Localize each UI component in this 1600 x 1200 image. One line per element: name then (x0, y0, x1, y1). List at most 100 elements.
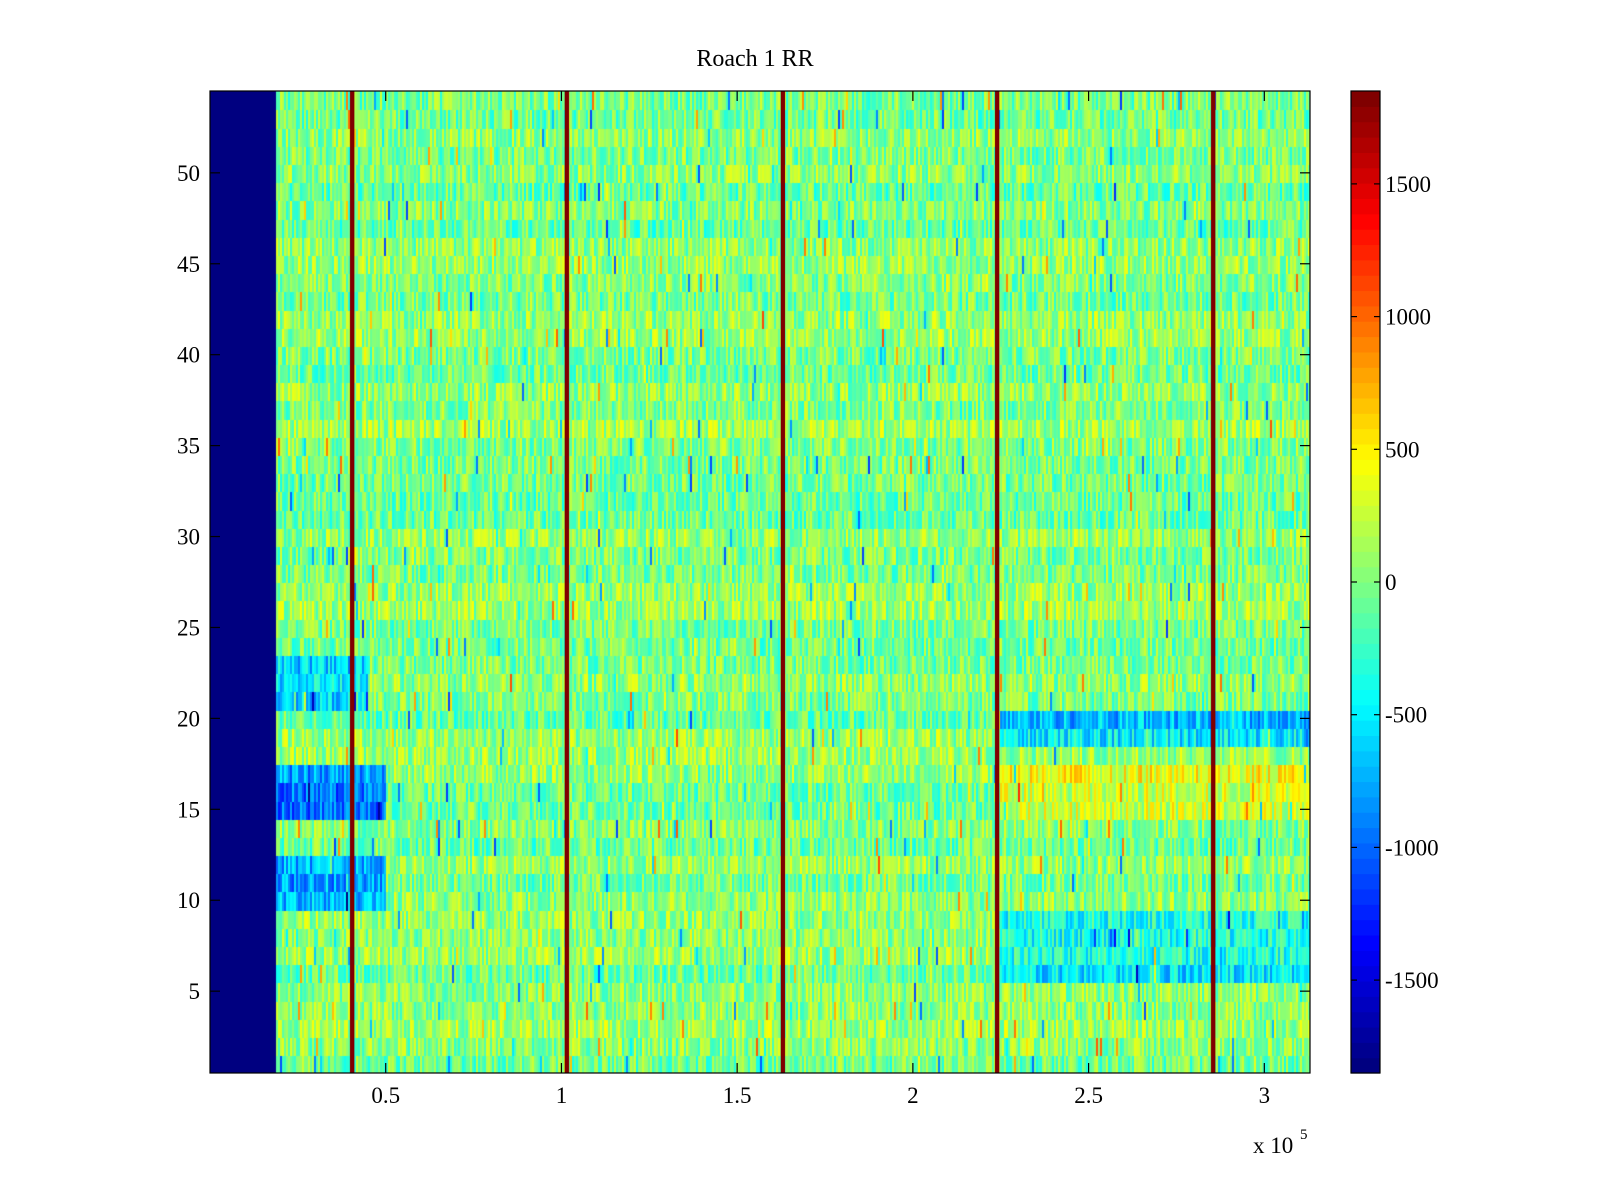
colorbar-swatch (1351, 152, 1380, 169)
colorbar-tick-label: -1000 (1385, 835, 1439, 860)
colorbar-swatch (1351, 229, 1380, 246)
colorbar-swatch (1351, 275, 1380, 292)
x-tick-label: 0.5 (371, 1083, 400, 1108)
colorbar-swatch (1351, 674, 1380, 691)
colorbar-tick-label: 1000 (1385, 305, 1431, 330)
colorbar-swatch (1351, 704, 1380, 721)
colorbar-swatch (1351, 489, 1380, 506)
colorbar-swatch (1351, 535, 1380, 552)
spike-column (995, 91, 1000, 1073)
colorbar-swatch (1351, 965, 1380, 982)
colorbar-swatch (1351, 305, 1380, 322)
y-tick-label: 10 (177, 888, 200, 913)
y-tick-label: 20 (177, 706, 200, 731)
x-tick-label: 1 (556, 1083, 568, 1108)
y-tick-label: 45 (177, 252, 200, 277)
colorbar-swatch (1351, 796, 1380, 813)
colorbar (1350, 90, 1381, 1074)
x-axis-ticks: 0.5 1 1.5 2 2.5 3 (371, 91, 1270, 1108)
colorbar-swatch (1351, 428, 1380, 445)
colorbar-swatch (1351, 351, 1380, 368)
colorbar-swatch (1351, 919, 1380, 936)
colorbar-swatch (1351, 812, 1380, 829)
colorbar-swatch (1351, 121, 1380, 138)
colorbar-tick-label: -1500 (1385, 968, 1439, 993)
colorbar-swatch (1351, 750, 1380, 767)
colorbar-swatch (1351, 1057, 1380, 1074)
colorbar-swatch (1351, 858, 1380, 875)
colorbar-tick-label: 0 (1385, 570, 1397, 595)
colorbar-swatch (1351, 735, 1380, 752)
y-tick-label: 5 (189, 979, 201, 1004)
colorbar-swatch (1351, 582, 1380, 598)
y-tick-label: 50 (177, 161, 200, 186)
colorbar-swatch (1351, 474, 1380, 491)
heatmap-image (210, 91, 1310, 1073)
colorbar-swatch (1351, 198, 1380, 215)
x-tick-label: 2.5 (1074, 1083, 1103, 1108)
colorbar-tick-label: -500 (1385, 703, 1427, 728)
x-tick-label: 2 (907, 1083, 919, 1108)
colorbar-swatch (1351, 382, 1380, 399)
colorbar-swatch (1351, 689, 1380, 706)
colorbar-swatch (1351, 888, 1380, 905)
colorbar-swatch (1351, 628, 1380, 644)
colorbar-swatch (1351, 397, 1380, 414)
colorbar-swatch (1351, 183, 1380, 200)
colorbar-ticks: 1500 1000 500 0 -500 -1000 -1500 (1351, 172, 1439, 993)
colorbar-swatch (1351, 566, 1380, 583)
heatmap-raster (210, 91, 1310, 1073)
colorbar-swatch (1351, 259, 1380, 276)
colorbar-swatch (1351, 781, 1380, 798)
y-tick-label: 25 (177, 615, 200, 640)
colorbar-swatch (1351, 904, 1380, 921)
y-tick-label: 35 (177, 434, 200, 459)
colorbar-swatch (1351, 336, 1380, 353)
colorbar-swatch (1351, 505, 1380, 522)
colorbar-swatch (1351, 551, 1380, 568)
colorbar-swatch (1351, 290, 1380, 307)
colorbar-swatch (1351, 1042, 1380, 1059)
colorbar-swatch (1351, 106, 1380, 123)
spike-column (1211, 91, 1216, 1073)
colorbar-swatch (1351, 873, 1380, 890)
x-tick-label: 3 (1259, 1083, 1271, 1108)
colorbar-swatch (1351, 842, 1380, 859)
colorbar-swatch (1351, 459, 1380, 476)
colorbar-swatch (1351, 827, 1380, 844)
colorbar-swatch (1351, 443, 1380, 460)
colorbar-swatch (1351, 597, 1380, 614)
colorbar-swatch (1351, 520, 1380, 537)
colorbar-swatch (1351, 137, 1380, 153)
colorbar-swatch (1351, 766, 1380, 783)
colorbar-tick-label: 1500 (1385, 172, 1431, 197)
x-exponent-power: 5 (1300, 1127, 1308, 1143)
y-tick-label: 30 (177, 525, 200, 550)
y-axis-ticks: 5 10 15 20 25 30 35 40 45 50 (177, 161, 1310, 1004)
spike-column (780, 91, 785, 1073)
colorbar-swatch (1351, 1026, 1380, 1043)
colorbar-swatch (1351, 367, 1380, 384)
plot-axes (209, 90, 1311, 1074)
colorbar-swatch (1351, 91, 1380, 107)
colorbar-swatch (1351, 244, 1380, 261)
colorbar-tick-label: 500 (1385, 437, 1420, 462)
plot-frame (209, 90, 1311, 1074)
colorbar-swatch (1351, 720, 1380, 737)
x-exponent-label: x 10 5 (1253, 1127, 1308, 1158)
spike-column (564, 91, 569, 1073)
colorbar-swatch (1351, 950, 1380, 967)
colorbar-swatch (1351, 321, 1380, 338)
colorbar-swatch (1351, 1011, 1380, 1028)
colorbar-swatch (1351, 658, 1380, 675)
colorbar-swatch (1351, 612, 1380, 629)
colorbar-swatch (1351, 213, 1380, 230)
colorbar-swatch (1351, 413, 1380, 430)
spike-column (350, 91, 355, 1073)
colorbar-swatch (1351, 996, 1380, 1013)
colorbar-swatch (1351, 167, 1380, 184)
y-tick-label: 40 (177, 343, 200, 368)
x-exponent-base: x 10 (1253, 1133, 1293, 1158)
x-tick-label: 1.5 (723, 1083, 752, 1108)
